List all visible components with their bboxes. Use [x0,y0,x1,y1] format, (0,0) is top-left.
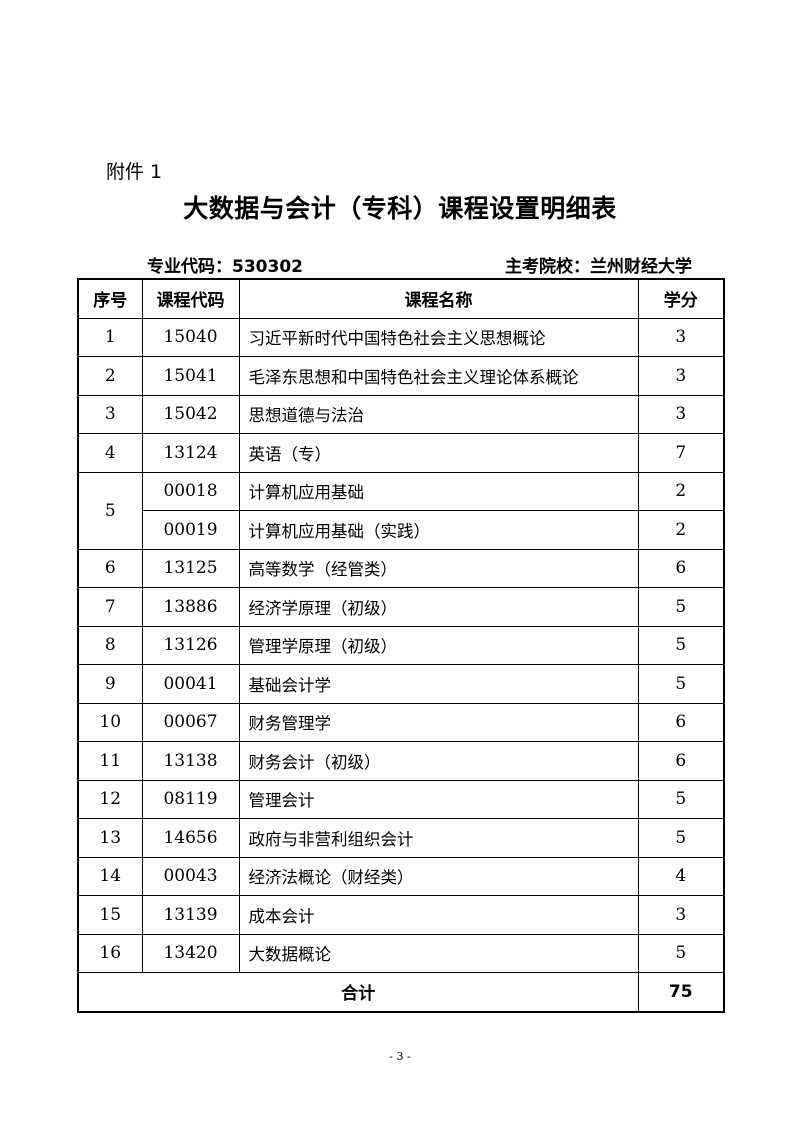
cell-no: 11 [77,741,143,781]
cell-name: 大数据概论 [238,933,639,973]
table-row: 5 00018 计算机应用基础 2 [77,471,725,550]
cell-name: 英语（专） [238,433,639,473]
cell-name: 管理会计 [238,779,639,819]
cell-code: 13139 [141,895,240,935]
table-row: 16 13420 大数据概论 5 [77,933,725,973]
total-row: 合计 75 [77,972,725,1012]
cell-credit: 6 [637,741,725,781]
table-row: 14 00043 经济法概论（财经类） 4 [77,856,725,896]
cell-code: 13886 [141,587,240,627]
cell-name: 管理学原理（初级） [238,625,639,665]
cell-no: 4 [77,433,143,473]
cell-code: 00067 [141,702,240,742]
course-table: 序号 课程代码 课程名称 学分 1 15040 习近平新时代中国特色社会主义思想概论… [77,278,725,1013]
table-row: 10 00067 财务管理学 6 [77,702,725,742]
table-row: 15 13139 成本会计 3 [77,895,725,935]
table-row: 2 15041 毛泽东思想和中国特色社会主义理论体系概论 3 [77,356,725,396]
cell-no: 14 [77,856,143,896]
cell-name: 财务会计（初级） [238,741,639,781]
cell-no: 13 [77,818,143,858]
cell-no: 7 [77,587,143,627]
major-code: 专业代码：530302 [147,257,303,277]
header-no: 序号 [77,278,143,319]
cell-name: 成本会计 [238,895,639,935]
cell-code: 15040 [141,317,240,357]
cell-credit: 6 [637,702,725,742]
cell-no: 16 [77,933,143,973]
cell-code: 13125 [141,548,240,588]
cell-credit: 3 [637,356,725,396]
cell-credit: 3 [637,394,725,434]
cell-code: 13124 [141,433,240,473]
cell-no: 1 [77,317,143,357]
cell-credit: 5 [637,664,725,704]
total-credit: 75 [637,972,725,1012]
header-credit: 学分 [637,278,725,319]
cell-no: 2 [77,356,143,396]
cell-name: 习近平新时代中国特色社会主义思想概论 [238,317,639,357]
cell-code: 14656 [141,818,240,858]
cell-code: 13138 [141,741,240,781]
cell-name: 经济法概论（财经类） [238,856,639,896]
cell-code: 08119 [141,779,240,819]
cell-credit: 5 [637,625,725,665]
cell-name: 财务管理学 [238,702,639,742]
cell-no: 12 [77,779,143,819]
table-row: 1 15040 习近平新时代中国特色社会主义思想概论 3 [77,317,725,357]
cell-no: 8 [77,625,143,665]
cell-name: 计算机应用基础（实践） [238,510,639,550]
cell-code: 15041 [141,356,240,396]
table-row: 6 13125 高等数学（经管类） 6 [77,548,725,588]
cell-name: 高等数学（经管类） [238,548,639,588]
table-row: 3 15042 思想道德与法治 3 [77,394,725,434]
cell-credit: 5 [637,818,725,858]
cell-name: 政府与非营利组织会计 [238,818,639,858]
header-name: 课程名称 [238,278,639,319]
table-row: 8 13126 管理学原理（初级） 5 [77,625,725,665]
cell-credit: 2 [637,510,725,550]
table-row: 9 00041 基础会计学 5 [77,664,725,704]
cell-credit: 3 [637,895,725,935]
cell-credit: 5 [637,587,725,627]
cell-name: 基础会计学 [238,664,639,704]
cell-no: 10 [77,702,143,742]
cell-credit: 6 [637,548,725,588]
table-row: 7 13886 经济学原理（初级） 5 [77,587,725,627]
cell-code: 00018 [141,471,240,511]
cell-code: 13420 [141,933,240,973]
table-row: 11 13138 财务会计（初级） 6 [77,741,725,781]
cell-code: 00043 [141,856,240,896]
cell-no: 9 [77,664,143,704]
cell-name: 经济学原理（初级） [238,587,639,627]
table-header-row: 序号 课程代码 课程名称 学分 [77,278,725,319]
table-row: 12 08119 管理会计 5 [77,779,725,819]
cell-code: 00041 [141,664,240,704]
attachment-label: 附件 1 [106,161,163,183]
header-code: 课程代码 [141,278,240,319]
document-title: 大数据与会计（专科）课程设置明细表 [183,194,617,223]
cell-credit: 5 [637,933,725,973]
cell-name: 计算机应用基础 [238,471,639,511]
table-row: 00019 计算机应用基础（实践） 2 [78,510,725,550]
page-number: - 3 - [389,1050,411,1063]
cell-name: 思想道德与法治 [238,394,639,434]
cell-no: 3 [77,394,143,434]
cell-credit: 2 [637,471,725,511]
cell-credit: 3 [637,317,725,357]
cell-no: 15 [77,895,143,935]
cell-credit: 4 [637,856,725,896]
examining-school: 主考院校：兰州财经大学 [505,257,692,277]
cell-name: 毛泽东思想和中国特色社会主义理论体系概论 [238,356,639,396]
table-row: 13 14656 政府与非营利组织会计 5 [77,818,725,858]
cell-code: 00019 [141,510,240,550]
table-row: 4 13124 英语（专） 7 [77,433,725,473]
cell-credit: 5 [637,779,725,819]
cell-no: 5 [77,471,143,550]
total-label: 合计 [77,972,639,1012]
cell-code: 15042 [141,394,240,434]
cell-code: 13126 [141,625,240,665]
cell-no: 6 [77,548,143,588]
cell-credit: 7 [637,433,725,473]
